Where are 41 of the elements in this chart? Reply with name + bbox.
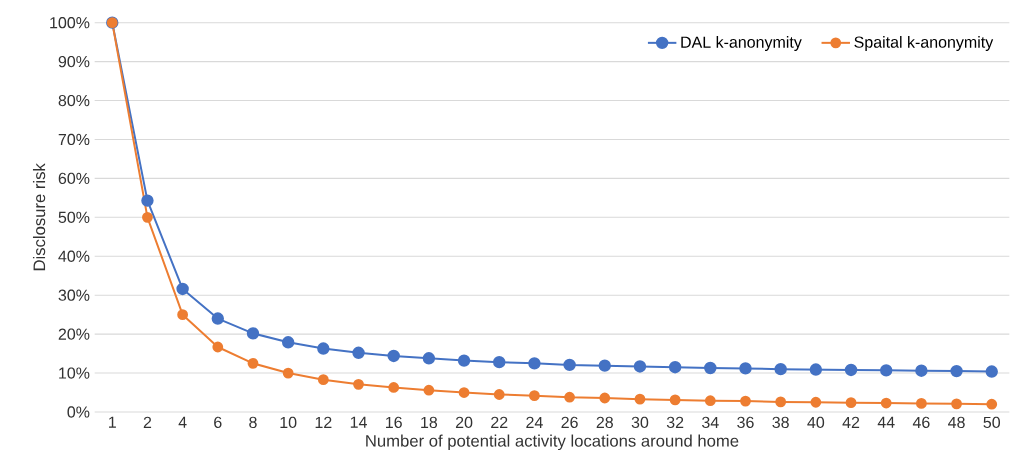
x-tick-label: 10 [280, 416, 297, 429]
y-tick-label: 10% [59, 367, 90, 379]
x-tick-label: 24 [526, 416, 543, 428]
x-tick-label: 12 [315, 416, 332, 428]
y-tick-label: 20% [58, 328, 90, 340]
y-tick-label: 90% [58, 55, 90, 68]
x-tick-label: 22 [491, 416, 508, 428]
y-tick-label: 100% [50, 17, 90, 29]
y-tick-label: 40% [58, 250, 90, 262]
x-tick-label: 42 [842, 416, 860, 428]
x-tick-label: 1 [109, 416, 116, 428]
x-tick-label: 40 [807, 416, 825, 429]
x-axis-title: Number of potential activity locations around home [366, 434, 739, 451]
y-axis-title: Disclosure risk [32, 163, 46, 271]
x-tick-label: 8 [249, 416, 257, 429]
y-tick-label: 0% [67, 406, 90, 418]
x-tick-label: 4 [178, 416, 187, 428]
x-tick-label: 28 [596, 416, 613, 429]
x-tick-label: 38 [772, 416, 789, 429]
x-tick-label: 16 [386, 416, 402, 429]
x-tick-label: 14 [350, 416, 367, 428]
x-tick-label: 18 [421, 416, 438, 429]
x-tick-label: 36 [737, 416, 754, 429]
x-tick-label: 26 [561, 416, 578, 429]
x-tick-label: 44 [877, 416, 895, 428]
x-tick-label: 20 [455, 416, 473, 429]
x-tick-label: 32 [666, 416, 684, 429]
legend-label: Spaital k-anonymity [854, 36, 994, 51]
y-tick-label: 70% [58, 133, 90, 146]
x-tick-label: 34 [702, 416, 719, 429]
x-tick-label: 30 [631, 416, 649, 429]
x-tick-label: 2 [143, 416, 152, 428]
y-tick-label: 30% [58, 289, 90, 301]
y-tick-label: 50% [58, 211, 90, 223]
x-tick-label: 48 [948, 416, 965, 429]
x-tick-label: 46 [912, 416, 930, 429]
x-tick-label: 50 [983, 416, 1001, 429]
y-tick-label: 80% [58, 94, 90, 107]
y-tick-label: 60% [58, 172, 90, 185]
legend-label: DAL k-anonymity [681, 36, 802, 51]
x-tick-label: 6 [214, 416, 222, 429]
